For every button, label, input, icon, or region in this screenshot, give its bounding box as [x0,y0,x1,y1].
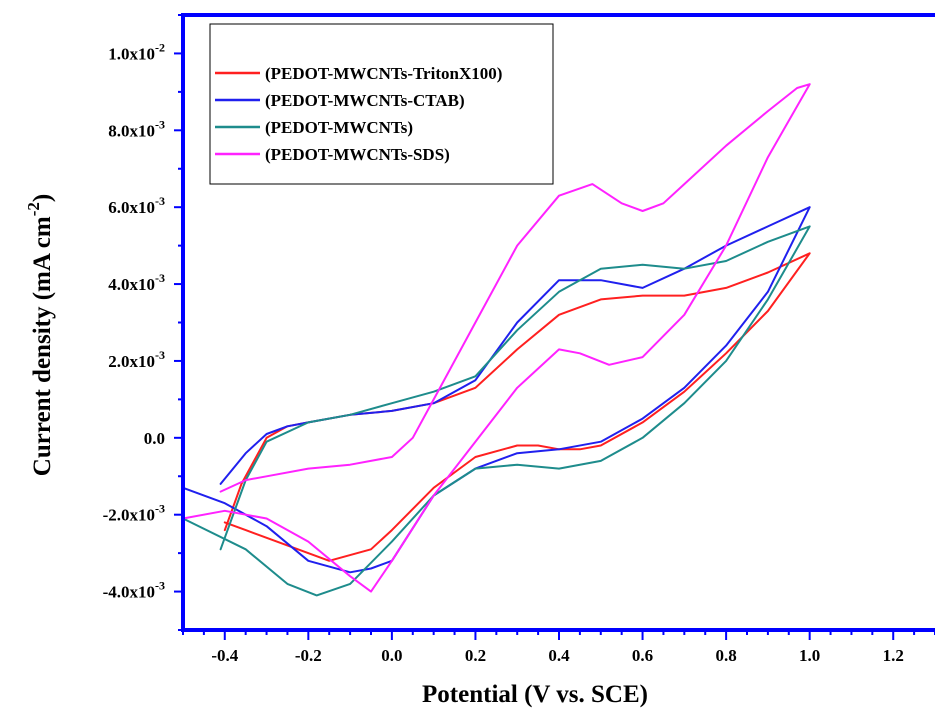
axes-layer: -4.0x10-3 -2.0x10-3 0.0 2.0x10-3 4.0x10-3 6.0… [103,13,935,665]
legend-label-1: (PEDOT-MWCNTs-CTAB) [265,91,465,110]
x-tick-label: 1.2 [883,646,904,665]
x-tick-label: 0.8 [715,646,736,665]
legend-label-2: (PEDOT-MWCNTs) [265,118,413,137]
y-tick-label: -4.0x10-3 [103,579,165,602]
series-line-0 [223,252,811,562]
y-tick-label: 6.0x10-3 [108,194,165,217]
y-tick-label: 8.0x10-3 [108,117,165,140]
y-tick-label: 4.0x10-3 [108,271,165,294]
y-tick-label: 0.0 [144,429,165,448]
y-tick-label: -2.0x10-3 [103,502,165,525]
y-axis-title-main: Current density (mA cm [29,216,56,476]
y-axis-title: Current density (mA cm-2) [24,194,56,476]
series-line-3 [182,83,811,593]
legend-label-0: (PEDOT-MWCNTs-TritonX100) [265,64,502,83]
y-axis-title-sup: -2 [24,202,43,216]
legend-box [209,23,554,185]
x-tick-label: -0.4 [211,646,238,665]
x-tick-label: 0.4 [548,646,570,665]
x-tick-label: 0.6 [632,646,653,665]
legend: (PEDOT-MWCNTs-TritonX100) (PEDOT-MWCNTs-C… [209,23,554,185]
legend-label-3: (PEDOT-MWCNTs-SDS) [265,145,450,164]
series-line-2 [182,225,811,597]
x-tick-label: 0.2 [465,646,486,665]
x-tick-label: 0.0 [381,646,402,665]
y-axis-title-close: ) [29,194,56,202]
x-tick-label: -0.2 [295,646,322,665]
x-tick-label: 1.0 [799,646,820,665]
series-layer [182,83,811,597]
x-axis-title: Potential (V vs. SCE) [422,681,648,708]
series-line-1 [182,206,811,574]
y-tick-label: 2.0x10-3 [108,348,165,371]
y-tick-label: 1.0x10-2 [108,40,165,63]
